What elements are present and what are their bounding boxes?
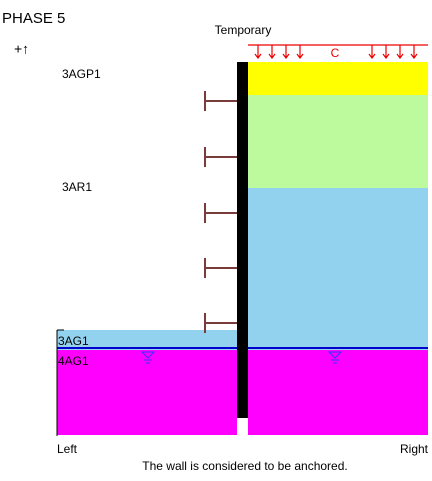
soil-layer [57,330,237,350]
load-code: C [331,46,340,60]
soil-layer [248,62,428,95]
soil-layer [248,95,428,188]
water-symbol [140,351,343,364]
layer-label: 3AG1 [58,334,89,348]
soil-layer [57,350,237,435]
soil-layer [248,350,428,435]
axis-symbol: +↑ [14,41,29,57]
layer-label: 4AG1 [58,354,89,368]
side-label: Left [57,442,78,456]
load-label: Temporary [215,23,272,37]
anchors [204,91,237,333]
soil-layer [248,188,428,350]
caption: The wall is considered to be anchored. [142,459,347,473]
layer-label: 3AR1 [62,180,92,194]
side-label: Right [400,442,429,456]
wall [237,62,248,418]
layer-label: 3AGP1 [62,67,101,81]
surcharge-load [248,44,428,59]
phase-title: PHASE 5 [2,10,65,27]
